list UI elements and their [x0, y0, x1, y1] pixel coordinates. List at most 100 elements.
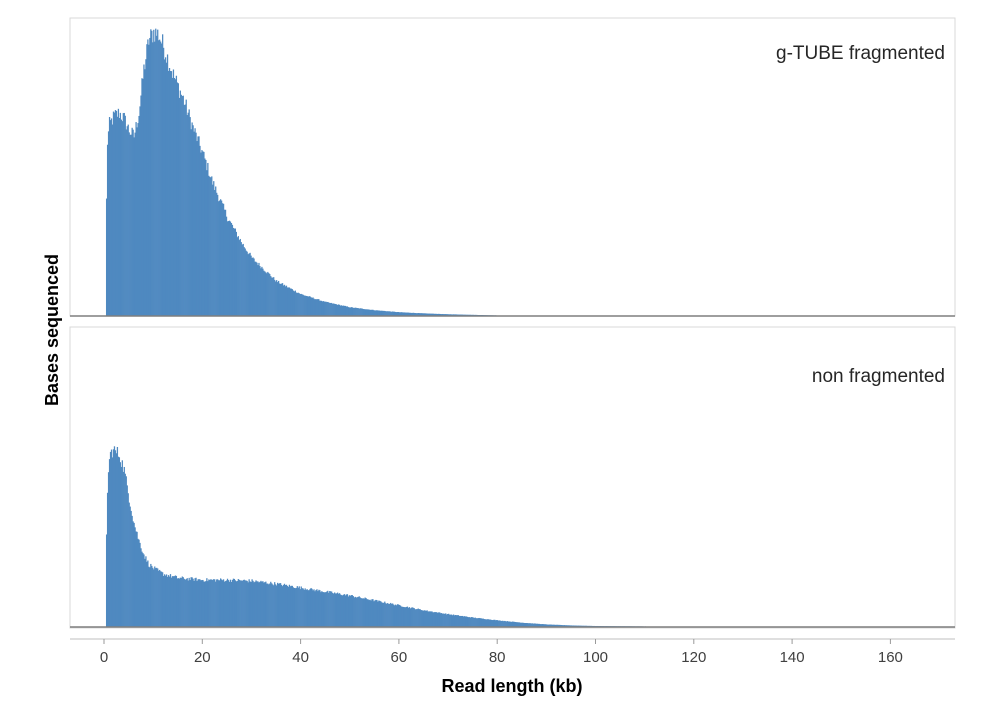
bar-non-fragmented — [315, 590, 317, 627]
bar-non-fragmented — [285, 584, 288, 627]
bar-g-tube-fragmented — [324, 302, 326, 316]
bar-non-fragmented — [230, 581, 233, 627]
bar-non-fragmented — [561, 625, 563, 627]
bar-non-fragmented — [334, 592, 336, 627]
bar-g-tube-fragmented — [368, 309, 370, 316]
bar-non-fragmented — [260, 580, 262, 627]
bar-g-tube-fragmented — [440, 313, 442, 316]
bar-non-fragmented — [105, 534, 108, 627]
bar-non-fragmented — [247, 582, 249, 627]
bar-non-fragmented — [291, 585, 294, 627]
bar-non-fragmented — [528, 623, 530, 627]
bar-g-tube-fragmented — [211, 176, 213, 316]
bar-non-fragmented — [191, 577, 193, 627]
bar-g-tube-fragmented — [150, 29, 152, 316]
bar-non-fragmented — [198, 579, 200, 627]
bar-non-fragmented — [510, 621, 513, 627]
bar-g-tube-fragmented — [272, 277, 274, 316]
bar-g-tube-fragmented — [446, 314, 448, 316]
bar-non-fragmented — [272, 584, 274, 627]
bar-non-fragmented — [366, 599, 368, 627]
bar-non-fragmented — [563, 625, 565, 627]
bar-g-tube-fragmented — [124, 115, 126, 316]
bar-non-fragmented — [451, 615, 454, 627]
bar-non-fragmented — [405, 606, 408, 627]
bar-g-tube-fragmented — [349, 307, 352, 316]
bar-g-tube-fragmented — [130, 134, 132, 316]
bar-non-fragmented — [189, 580, 191, 627]
bar-non-fragmented — [224, 581, 227, 627]
bar-non-fragmented — [518, 622, 521, 627]
bar-g-tube-fragmented — [153, 29, 155, 317]
bar-g-tube-fragmented — [380, 310, 382, 316]
y-axis-title: Bases sequenced — [42, 254, 62, 406]
bar-non-fragmented — [558, 624, 560, 627]
bar-non-fragmented — [327, 590, 329, 627]
bar-g-tube-fragmented — [345, 306, 348, 316]
bar-non-fragmented — [420, 610, 422, 627]
bar-non-fragmented — [377, 601, 379, 627]
bar-non-fragmented — [519, 622, 522, 627]
bar-g-tube-fragmented — [111, 124, 114, 316]
bar-non-fragmented — [409, 608, 411, 627]
bar-g-tube-fragmented — [145, 59, 147, 316]
bar-non-fragmented — [360, 598, 362, 627]
bar-g-tube-fragmented — [224, 209, 227, 316]
bar-non-fragmented — [305, 589, 307, 627]
bar-non-fragmented — [424, 610, 426, 627]
bar-non-fragmented — [134, 527, 136, 627]
x-tick-label: 120 — [681, 649, 706, 666]
bar-non-fragmented — [293, 587, 295, 627]
bar-non-fragmented — [399, 605, 402, 627]
bar-g-tube-fragmented — [289, 288, 292, 316]
bar-non-fragmented — [492, 620, 494, 627]
bar-non-fragmented — [385, 603, 387, 627]
bar-non-fragmented — [475, 618, 477, 627]
bar-g-tube-fragmented — [178, 97, 180, 316]
bar-non-fragmented — [358, 596, 360, 627]
bar-non-fragmented — [351, 595, 353, 627]
bar-g-tube-fragmented — [299, 293, 301, 316]
bar-g-tube-fragmented — [131, 127, 133, 316]
bar-g-tube-fragmented — [126, 126, 128, 317]
bar-g-tube-fragmented — [142, 78, 144, 316]
bar-g-tube-fragmented — [288, 287, 291, 316]
bar-g-tube-fragmented — [377, 310, 379, 316]
bar-non-fragmented — [324, 592, 326, 627]
bar-g-tube-fragmented — [200, 152, 202, 316]
bar-g-tube-fragmented — [162, 47, 165, 317]
bar-non-fragmented — [266, 583, 268, 627]
bar-non-fragmented — [115, 453, 118, 627]
bar-g-tube-fragmented — [404, 312, 407, 316]
bar-g-tube-fragmented — [332, 303, 334, 316]
bar-non-fragmented — [572, 625, 575, 627]
bar-non-fragmented — [303, 589, 305, 627]
bar-non-fragmented — [508, 621, 510, 627]
bar-non-fragmented — [337, 593, 340, 627]
bar-non-fragmented — [273, 585, 275, 627]
bar-g-tube-fragmented — [218, 201, 220, 316]
bar-g-tube-fragmented — [240, 242, 242, 316]
bar-non-fragmented — [509, 621, 512, 627]
bar-non-fragmented — [367, 599, 369, 627]
bar-non-fragmented — [349, 595, 352, 627]
bar-g-tube-fragmented — [366, 309, 368, 316]
bar-non-fragmented — [565, 625, 567, 627]
bar-non-fragmented — [511, 621, 514, 627]
bar-non-fragmented — [501, 620, 503, 627]
series-label-non-fragmented: non fragmented — [812, 366, 945, 387]
bar-g-tube-fragmented — [173, 78, 176, 316]
bar-non-fragmented — [175, 575, 178, 627]
bar-non-fragmented — [494, 619, 496, 627]
bar-non-fragmented — [184, 579, 186, 627]
bar-g-tube-fragmented — [308, 296, 310, 316]
bar-g-tube-fragmented — [206, 170, 208, 316]
bar-non-fragmented — [345, 594, 348, 627]
bar-non-fragmented — [332, 593, 334, 627]
bar-g-tube-fragmented — [392, 311, 394, 316]
bar-g-tube-fragmented — [361, 308, 363, 316]
bar-non-fragmented — [445, 613, 447, 627]
bar-non-fragmented — [376, 600, 378, 627]
bar-g-tube-fragmented — [322, 301, 324, 316]
bar-non-fragmented — [440, 613, 442, 627]
